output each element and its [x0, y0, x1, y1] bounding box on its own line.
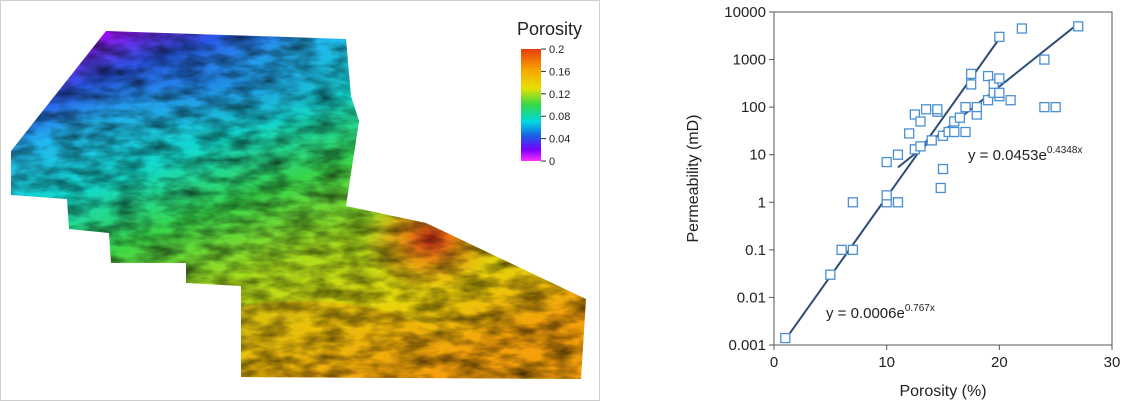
legend-colorbar [521, 49, 541, 161]
y-tick-label: 0.01 [737, 289, 766, 306]
data-point [1073, 21, 1084, 32]
y-tick-label: 0.1 [745, 242, 766, 259]
y-axis-label: Permeability (mD) [685, 114, 702, 242]
data-point [926, 135, 937, 146]
data-point [836, 244, 847, 256]
data-point [982, 95, 994, 106]
data-point [915, 141, 926, 152]
data-point [1005, 95, 1016, 106]
data-point [935, 182, 946, 194]
y-tick-label: 10 [749, 147, 766, 164]
plot-area [773, 11, 1113, 346]
data-point [847, 244, 859, 256]
legend-tick-label: 0.12 [549, 89, 570, 101]
data-point [960, 126, 971, 138]
data-point [966, 79, 977, 90]
data-point [881, 156, 892, 168]
data-point [1050, 101, 1061, 113]
x-tick-label: 20 [991, 354, 1008, 371]
data-point [904, 128, 915, 139]
data-point [932, 104, 943, 115]
porosity-map: 0.2 0.16 0.12 0.08 0.04 0 [11, 31, 586, 379]
legend-tick-label: 0.08 [549, 111, 570, 123]
legend-tick-label: 0 [549, 156, 555, 168]
data-point [949, 126, 960, 138]
data-point [994, 73, 1005, 84]
data-point [994, 31, 1005, 43]
legend-tick-label: 0.16 [549, 66, 570, 78]
porosity-map-panel: 0.2 0.16 0.12 0.08 0.04 0 Porosity [0, 0, 600, 401]
data-point [825, 269, 836, 280]
legend-title: Porosity [517, 19, 583, 39]
permeability-chart-panel: 0.001 0.01 0.1 1 10 100 1000 10000 0 10 20 30 y = … [660, 0, 1132, 401]
trendline-1 [784, 38, 1001, 341]
data-point [994, 87, 1005, 98]
x-axis-label: Porosity (%) [899, 383, 986, 400]
trendline-equation-1: y = 0.0006e0.767x [826, 303, 935, 322]
y-tick-label: 10000 [724, 4, 766, 21]
data-point [892, 197, 904, 208]
x-tick-label: 30 [1104, 354, 1121, 371]
porosity-legend: 0.2 0.16 0.12 0.08 0.04 0 [521, 44, 570, 168]
y-tick-label: 1 [758, 194, 766, 211]
data-point [847, 197, 859, 208]
data-point [915, 116, 926, 127]
data-point [1039, 54, 1050, 65]
data-point [892, 149, 904, 160]
data-point [954, 112, 966, 123]
data-point [881, 190, 892, 201]
data-point [1016, 23, 1028, 34]
x-tick-label: 0 [770, 354, 778, 371]
data-point [920, 104, 932, 115]
data-point [982, 70, 994, 82]
legend-tick-label: 0.2 [549, 44, 564, 56]
data-point [960, 101, 971, 113]
data-point [1039, 101, 1050, 113]
legend-tick-label: 0.04 [549, 134, 570, 146]
porosity-surface [11, 31, 586, 379]
data-point [971, 101, 982, 113]
data-point [937, 163, 949, 175]
trendline-equation-2: y = 0.0453e0.4348x [968, 145, 1082, 164]
y-tick-label: 1000 [733, 52, 766, 69]
data-point [780, 332, 791, 344]
x-tick-label: 10 [878, 354, 895, 371]
data-point [909, 109, 920, 120]
data-point [966, 68, 977, 80]
permeability-scatter-chart: 0.001 0.01 0.1 1 10 100 1000 10000 0 10 20 30 y = … [685, 4, 1121, 400]
y-tick-label: 100 [741, 99, 766, 116]
y-tick-label: 0.001 [728, 337, 766, 354]
